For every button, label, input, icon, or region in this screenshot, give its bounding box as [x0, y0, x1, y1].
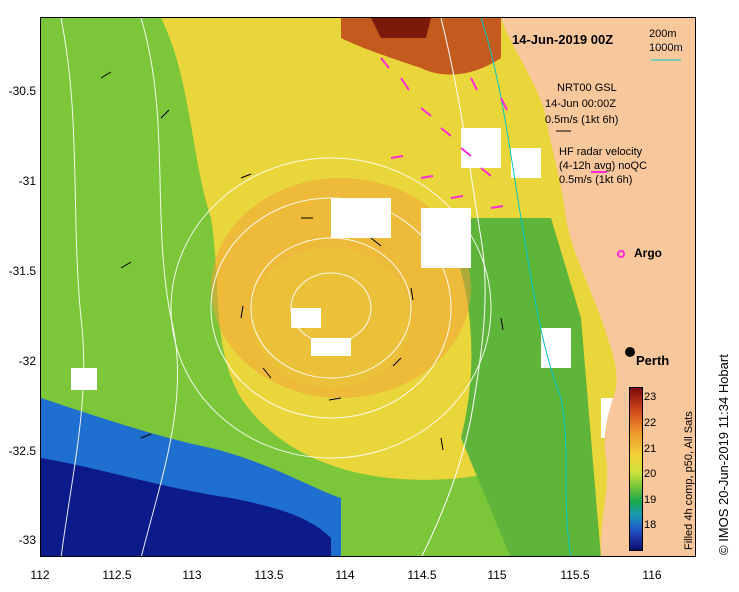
colorbar-tick: 23: [644, 391, 657, 403]
x-tick-label: 115: [487, 568, 507, 582]
hf-legend-line2: (4-12h avg) noQC: [559, 160, 648, 172]
x-tick-label: 116: [642, 568, 662, 582]
colorbar-tick: 19: [644, 494, 657, 506]
isobath-legend-1000m: 1000m: [649, 42, 683, 54]
y-tick-label: -32.5: [8, 444, 36, 458]
model-velocity-arrows: [100, 71, 504, 451]
colorbar-tick: 22: [644, 417, 657, 429]
credit-text: © IMOS 20-Jun-2019 11:34 Hobart: [716, 354, 731, 555]
ssh-contours: [60, 18, 492, 556]
y-tick-label: -32: [18, 354, 36, 368]
sst-green-region-east: [441, 218, 601, 556]
sst-cold-region: [41, 458, 331, 556]
nrt-legend-line1: NRT00 GSL: [557, 82, 617, 94]
y-tick-label: -31: [18, 174, 36, 188]
nrt-legend-line2: 14-Jun 00:00Z: [545, 98, 616, 110]
perth-marker: [625, 347, 635, 357]
y-tick-label: -33: [18, 533, 36, 547]
x-tick-label: 114: [335, 568, 355, 582]
x-tick-label: 113: [182, 568, 202, 582]
isobath-legend-200m: 200m: [649, 28, 677, 40]
sst-colorbar: [629, 387, 643, 551]
colorbar-tick: 21: [644, 443, 657, 455]
x-tick-label: 112: [30, 568, 50, 582]
x-tick-label: 115.5: [560, 568, 590, 582]
isobath-200m: [480, 18, 572, 556]
y-tick-label: -30.5: [8, 84, 36, 98]
map-date-title: 14-Jun-2019 00Z: [512, 32, 614, 47]
argo-label: Argo: [634, 246, 662, 260]
colorbar-label: Filled 4h comp, p50, All Sats: [683, 411, 695, 550]
x-tick-label: 113.5: [254, 568, 284, 582]
x-tick-label: 112.5: [102, 568, 132, 582]
sst-map-canvas: [41, 18, 695, 556]
hf-radar-arrows: [380, 57, 508, 209]
sst-hot-region-2: [371, 18, 431, 38]
eddy-inner-core: [251, 248, 411, 388]
sst-green-region: [41, 18, 561, 556]
hf-legend-scale: 0.5m/s (1kt 6h): [559, 174, 633, 186]
cloud-gaps: [71, 128, 621, 438]
colorbar-tick: 20: [644, 468, 657, 480]
colorbar-tick: 18: [644, 519, 657, 531]
perth-label: Perth: [636, 353, 670, 368]
land-western-australia: [501, 18, 695, 556]
sst-map-frame: [40, 17, 696, 557]
nrt-legend-scale: 0.5m/s (1kt 6h): [545, 114, 619, 126]
hf-legend-line1: HF radar velocity: [559, 146, 643, 158]
y-tick-label: -31.5: [8, 264, 36, 278]
x-tick-label: 114.5: [407, 568, 437, 582]
isobath-1000m: [421, 18, 486, 556]
argo-marker: [617, 250, 625, 258]
